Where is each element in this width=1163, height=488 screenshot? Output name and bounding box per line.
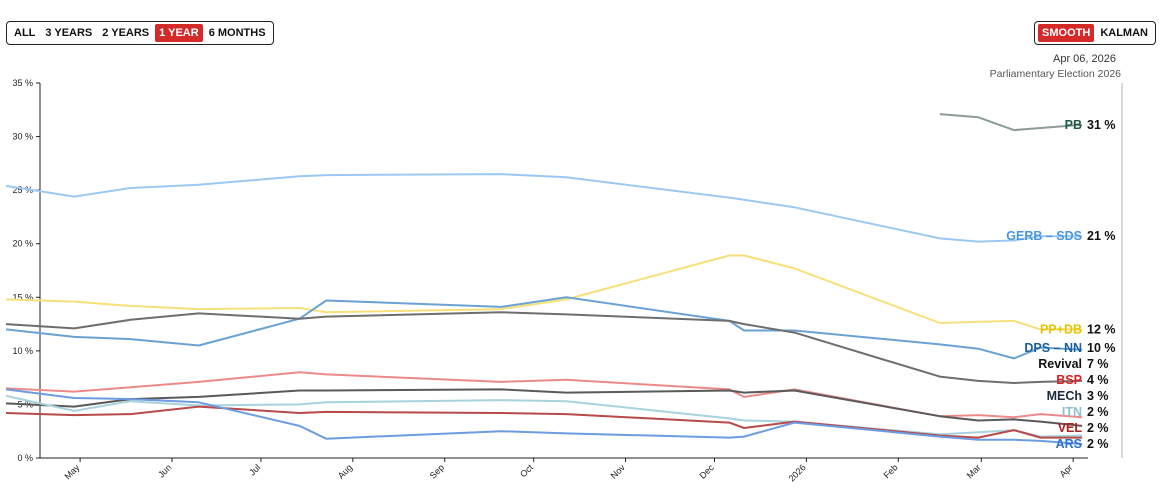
series-line <box>5 388 1083 446</box>
annotation-text: Parliamentary Election 2026 <box>990 68 1121 80</box>
series-end-value: 4 % <box>1087 373 1109 387</box>
x-tick-label: Oct <box>518 462 535 479</box>
x-tick-label: Apr <box>1058 462 1075 479</box>
series-end-value: 12 % <box>1087 322 1116 336</box>
series-name: Revival <box>1038 357 1082 371</box>
series-end-value: 31 % <box>1087 118 1116 132</box>
series-end-value: 2 % <box>1087 405 1109 419</box>
range-selector: ALL 3 YEARS 2 YEARS 1 YEAR 6 MONTHS <box>6 21 274 45</box>
y-tick-label: 30 % <box>12 132 33 142</box>
y-tick-label: 15 % <box>12 292 33 302</box>
toggle-button[interactable]: 3 YEARS <box>41 24 96 42</box>
toggle-button[interactable]: 2 YEARS <box>98 24 153 42</box>
series-name: MECh <box>1047 389 1082 403</box>
series-line <box>5 296 1083 360</box>
series-line <box>5 405 1083 439</box>
series-name: GERB – SDS <box>1006 229 1082 243</box>
series-name: DPS – NN <box>1024 341 1082 355</box>
toggle-button[interactable]: SMOOTH <box>1038 24 1095 42</box>
x-tick-label: Aug <box>336 462 354 480</box>
mode-selector: SMOOTH KALMAN <box>1034 21 1156 45</box>
series-end-value: 2 % <box>1087 437 1109 451</box>
x-tick-label: 2026 <box>787 462 808 483</box>
series-name: VEL <box>1058 421 1083 435</box>
series-end-value: 21 % <box>1087 229 1116 243</box>
series-name: PB <box>1065 118 1082 132</box>
x-tick-label: May <box>62 462 81 481</box>
toggle-button[interactable]: 1 YEAR <box>155 24 203 42</box>
series-end-value: 10 % <box>1087 341 1116 355</box>
x-tick-label: Dec <box>698 462 717 481</box>
series-name: PP+DB <box>1040 322 1082 336</box>
y-tick-label: 10 % <box>12 346 33 356</box>
x-tick-label: Mar <box>965 462 983 480</box>
annotation-date: Apr 06, 2026 <box>1053 53 1116 65</box>
series-end-value: 3 % <box>1087 389 1109 403</box>
x-tick-label: Jul <box>247 462 262 477</box>
toggle-button[interactable]: KALMAN <box>1096 24 1152 42</box>
y-tick-label: 25 % <box>12 185 33 195</box>
x-tick-label: Feb <box>882 462 900 480</box>
toggle-button[interactable]: 6 MONTHS <box>205 24 270 42</box>
x-tick-label: Sep <box>428 462 446 480</box>
series-end-value: 7 % <box>1087 357 1109 371</box>
series-name: BSP <box>1056 373 1082 387</box>
series-line <box>5 173 1083 243</box>
toggle-button[interactable]: ALL <box>10 24 39 42</box>
series-line <box>939 113 1083 132</box>
series-line <box>5 394 1083 438</box>
series-line <box>5 254 1083 331</box>
y-tick-label: 20 % <box>12 239 33 249</box>
series-line <box>5 388 1083 427</box>
series-name: ITN <box>1062 405 1082 419</box>
series-line <box>5 311 1083 384</box>
series-end-value: 2 % <box>1087 421 1109 435</box>
x-tick-label: Nov <box>609 462 628 481</box>
x-tick-label: Jun <box>156 462 173 479</box>
series-line <box>5 371 1083 419</box>
y-tick-label: 35 % <box>12 78 33 88</box>
y-tick-label: 0 % <box>17 453 33 463</box>
series-name: ARS <box>1056 437 1082 451</box>
